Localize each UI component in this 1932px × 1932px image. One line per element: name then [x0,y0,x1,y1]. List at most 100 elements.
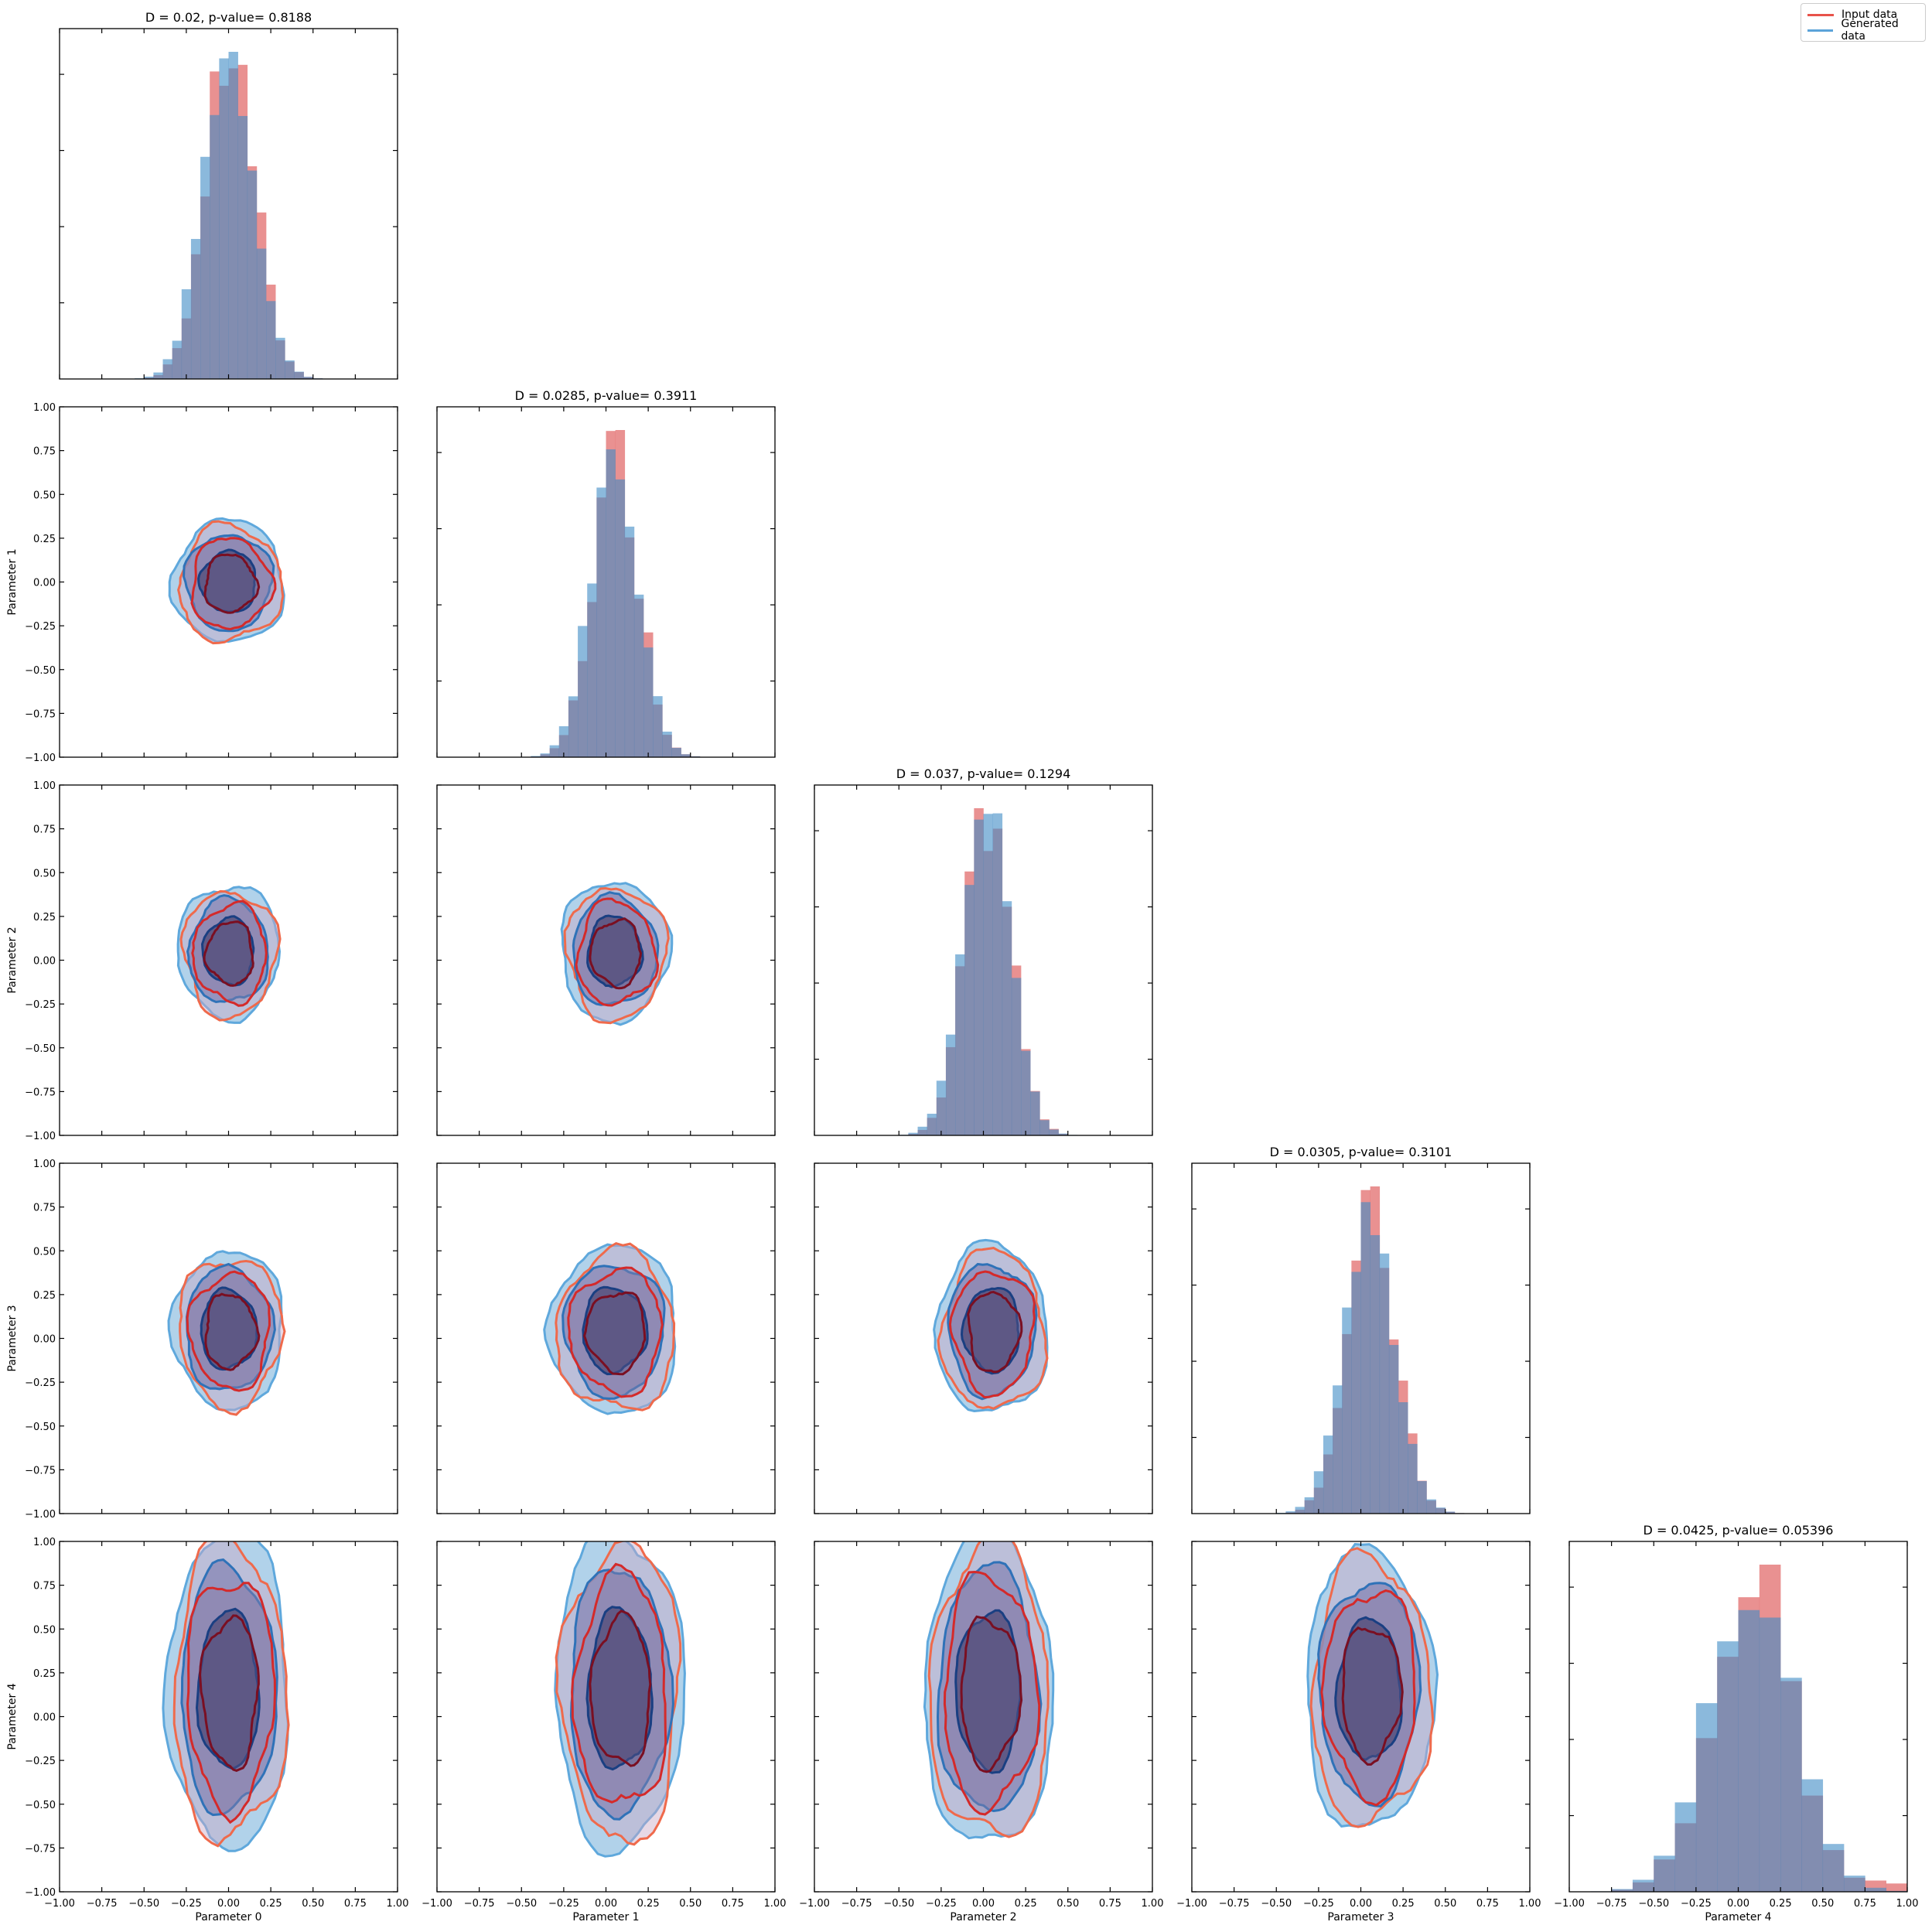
hist-bar-generated-4-9 [1759,1617,1781,1892]
contour-input-inner [960,1615,1023,1773]
contour-generated-inner [582,1285,649,1376]
hist-bar-generated-0-15 [200,156,210,379]
hist-bar-generated-2-11 [917,1126,927,1135]
x-tick-label: −0.25 [926,1898,957,1910]
hist-bar-generated-3-21 [1388,1344,1399,1514]
contour-panel-3-2 [933,1238,1049,1413]
histogram-title-3: D = 0.0305, p-value= 0.3101 [1270,1145,1452,1159]
contour-panel-2-0 [176,886,282,1024]
x-tick-label: 1.00 [1142,1898,1164,1910]
y-tick-label: −0.75 [25,708,56,720]
hist-bar-generated-0-22 [266,301,276,379]
x-tick-label: 1.00 [764,1898,787,1910]
x-tick-label: 0.25 [1015,1898,1037,1910]
contour-input-inner [199,1614,260,1773]
hist-bar-generated-4-12 [1822,1844,1845,1892]
histogram-panel-0 [135,52,323,379]
contour-generated-inner [1334,1616,1403,1761]
x-tick-label: 0.75 [1854,1898,1876,1910]
hist-bar-generated-2-10 [908,1132,918,1135]
hist-bar-generated-3-16 [1342,1307,1352,1514]
legend-item-generated: Generated data [1807,18,1925,43]
hist-bar-generated-3-11 [1295,1507,1305,1514]
hist-bar-generated-3-27 [1445,1511,1456,1514]
hist-bar-generated-1-16 [587,583,597,757]
hist-bar-generated-3-25 [1426,1499,1436,1514]
hist-bar-generated-0-23 [275,337,285,379]
contour-panel-3-0 [167,1250,286,1416]
x-tick-label: −0.25 [1681,1898,1712,1910]
x-tick-label: 0.25 [1392,1898,1415,1910]
hist-bar-generated-2-24 [1039,1120,1050,1135]
hist-bar-generated-2-22 [1021,1050,1031,1135]
legend-label-input: Input data [1842,9,1898,21]
legend-swatch-generated [1807,29,1834,32]
hist-bar-generated-0-12 [172,340,183,379]
hist-bar-generated-0-16 [210,114,220,379]
contour-input-inner [589,917,643,990]
y-axis-label-4: Parameter 4 [6,1683,19,1749]
contour-input-inner [1341,1626,1404,1766]
hist-bar-generated-3-23 [1408,1443,1418,1514]
y-tick-label: −0.25 [25,999,56,1011]
x-tick-label: −0.50 [506,1898,537,1910]
y-tick-label: −1.00 [25,1131,56,1142]
y-axis-label-2: Parameter 2 [6,927,19,993]
y-tick-label: 0.75 [33,446,56,458]
x-tick-label: −0.25 [171,1898,202,1910]
hist-bar-generated-3-24 [1417,1480,1427,1514]
x-tick-label: 1.00 [1896,1898,1919,1910]
x-tick-label: 0.25 [1770,1898,1792,1910]
contour-panel-2-1 [560,882,674,1026]
y-tick-label: −0.50 [25,1800,56,1811]
x-tick-label: −0.75 [841,1898,872,1910]
x-tick-label: 0.50 [679,1898,701,1910]
hist-bar-generated-0-17 [219,58,229,379]
hist-bar-generated-1-25 [671,747,681,757]
y-tick-label: 1.00 [33,780,56,792]
hist-bar-generated-2-16 [964,885,975,1135]
x-tick-label: −0.50 [883,1898,914,1910]
hist-bar-generated-0-14 [190,238,201,379]
contour-panel-3-1 [543,1241,677,1415]
hist-bar-generated-2-15 [955,954,965,1135]
histogram-title-2: D = 0.037, p-value= 0.1294 [896,766,1071,781]
hist-bar-input-4-15 [1886,1883,1907,1892]
hist-bar-generated-1-17 [596,487,606,757]
y-tick-label: −0.75 [25,1087,56,1098]
hist-bar-generated-4-10 [1780,1678,1802,1892]
histogram-title-1: D = 0.0285, p-value= 0.3911 [515,388,698,403]
hist-bar-generated-1-24 [662,731,672,757]
hist-bar-generated-1-12 [549,745,560,757]
y-tick-label: 1.00 [33,1159,56,1170]
hist-bar-generated-3-13 [1313,1471,1324,1514]
y-tick-label: −1.00 [25,1887,56,1899]
hist-bar-generated-3-18 [1360,1202,1370,1514]
x-tick-label: 0.00 [595,1898,617,1910]
x-tick-label: −1.00 [422,1898,452,1910]
x-tick-label: 0.50 [1434,1898,1456,1910]
y-tick-label: −0.25 [25,621,56,633]
contour-input-inner [203,920,254,987]
hist-bar-generated-0-11 [162,359,172,379]
contour-panel-1-0 [168,517,285,645]
contour-generated-inner [954,1609,1022,1774]
x-tick-label: −0.50 [1638,1898,1669,1910]
x-tick-label: −0.25 [548,1898,579,1910]
hist-bar-generated-0-26 [303,377,314,379]
hist-bar-generated-4-13 [1844,1876,1865,1892]
y-tick-label: −0.75 [25,1843,56,1855]
histogram-panel-1 [531,430,701,757]
y-tick-label: 0.00 [33,578,56,589]
legend-label-generated: Generated data [1841,18,1899,43]
hist-bar-generated-3-14 [1323,1435,1333,1514]
hist-bar-generated-3-20 [1379,1253,1390,1514]
y-tick-label: 0.75 [33,1581,56,1592]
legend-swatch-input [1807,13,1834,16]
hist-bar-generated-3-19 [1370,1234,1381,1514]
x-tick-label: 0.50 [1811,1898,1834,1910]
y-tick-label: 0.25 [33,1668,56,1680]
hist-bar-generated-2-20 [1002,901,1012,1135]
x-tick-label: 0.00 [1350,1898,1372,1910]
x-tick-label: −0.75 [464,1898,495,1910]
